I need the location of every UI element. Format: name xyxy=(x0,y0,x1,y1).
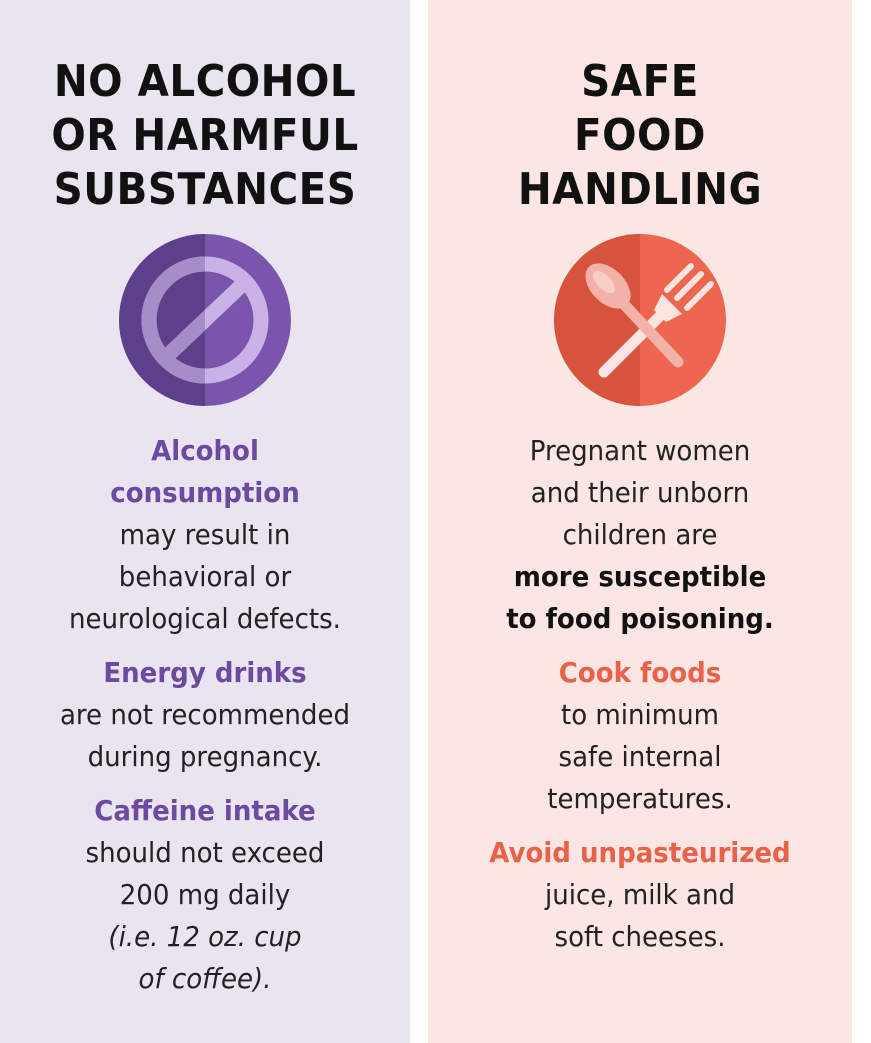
right-title: SAFE FOOD HANDLING xyxy=(517,56,763,215)
right-panel: SAFE FOOD HANDLING Pregnant women and th… xyxy=(428,0,852,1043)
left-body: Alcohol consumption may result in behavi… xyxy=(0,430,410,1000)
susceptible-text: more susceptible xyxy=(513,560,767,593)
alcohol-heading: consumption xyxy=(110,476,300,509)
unpasteurized-heading: Avoid unpasteurized xyxy=(489,836,791,869)
caffeine-note: of coffee). xyxy=(138,962,272,995)
caffeine-note: (i.e. 12 oz. cup xyxy=(108,920,302,953)
left-panel: NO ALCOHOL OR HARMFUL SUBSTANCES Alcohol… xyxy=(0,0,410,1043)
prohibited-icon xyxy=(119,234,291,406)
susceptible-text: to food poisoning. xyxy=(506,602,774,635)
alcohol-heading: Alcohol xyxy=(151,434,259,467)
right-body: Pregnant women and their unborn children… xyxy=(428,430,852,958)
left-title: NO ALCOHOL OR HARMFUL SUBSTANCES xyxy=(51,56,359,215)
energy-drinks-heading: Energy drinks xyxy=(103,656,307,689)
cook-foods-heading: Cook foods xyxy=(558,656,722,689)
caffeine-heading: Caffeine intake xyxy=(94,794,316,827)
spoon-fork-icon xyxy=(554,234,726,406)
